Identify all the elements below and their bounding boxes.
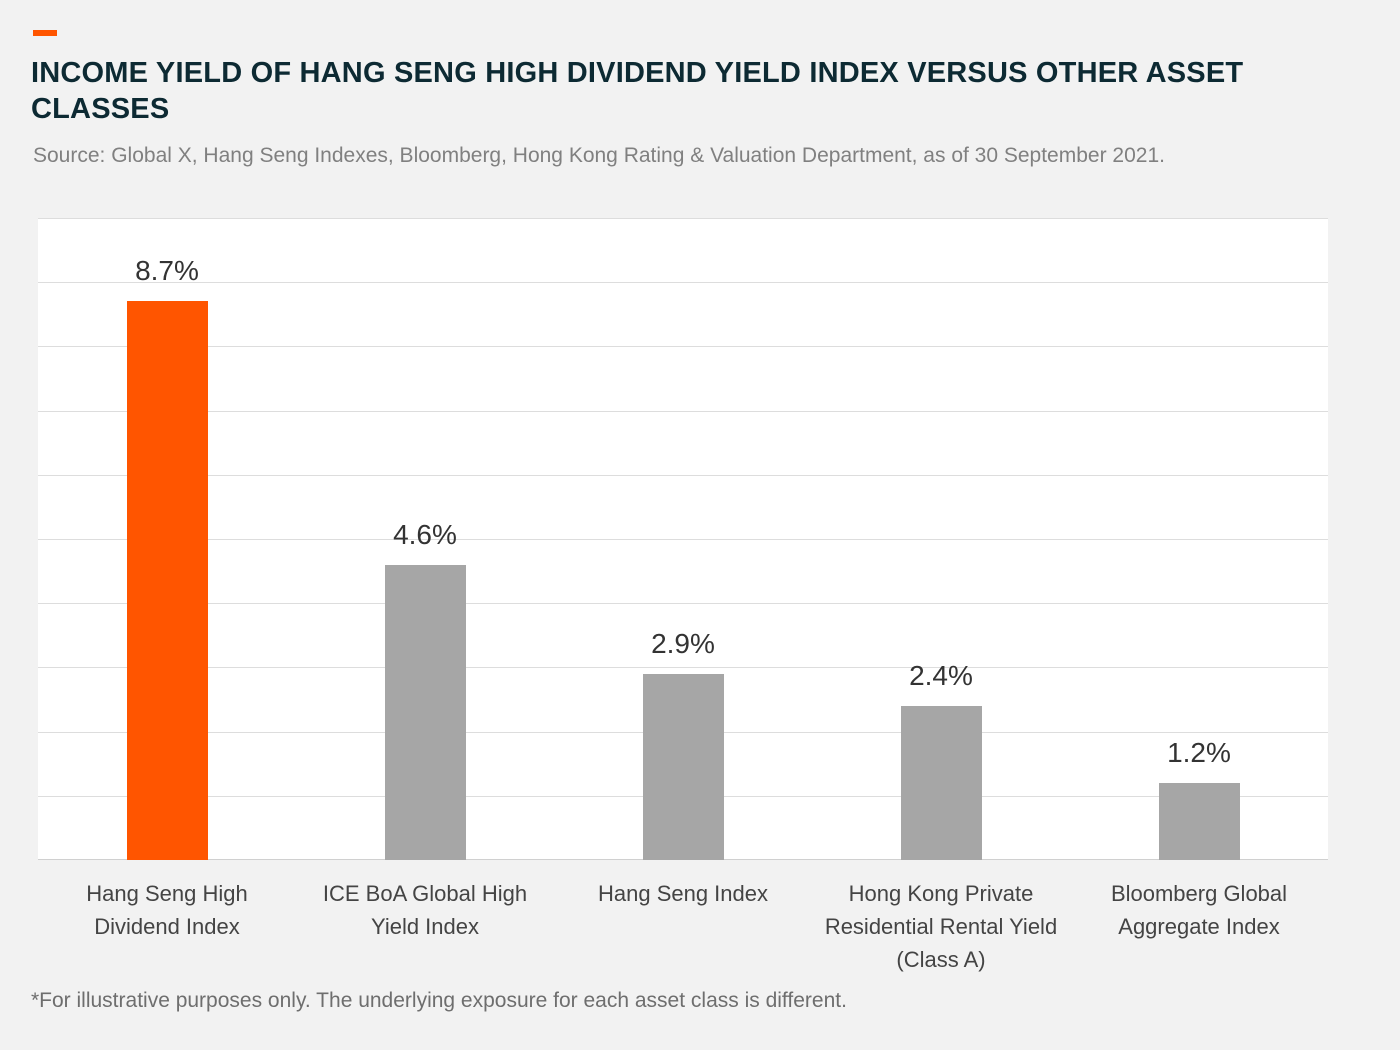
bar-value-label: 8.7%	[135, 255, 199, 287]
gridline	[38, 474, 1328, 476]
bar-value-label: 4.6%	[393, 518, 457, 550]
category-label: Bloomberg Global Aggregate Index	[1110, 881, 1288, 939]
accent-bar	[33, 30, 57, 36]
category-label: ICE BoA Global High Yield Index	[322, 881, 528, 939]
bar	[642, 673, 724, 860]
bar	[900, 705, 982, 860]
plot-area: 8.7% 4.6% 2.9% 2.4% 1.2%	[38, 218, 1328, 860]
bar-value-label: 2.4%	[909, 659, 973, 691]
gridline	[38, 218, 1328, 219]
bar-value-label: 1.2%	[1167, 736, 1231, 768]
bar-value-label: 2.9%	[651, 627, 715, 659]
bar	[384, 564, 466, 860]
gridline	[38, 346, 1328, 348]
category-label: Hong Kong Private Residential Rental Yie…	[824, 881, 1058, 972]
gridline	[38, 603, 1328, 605]
gridline	[38, 410, 1328, 412]
bar	[126, 301, 208, 860]
category-label: Hang Seng Index	[597, 881, 769, 906]
gridline	[38, 282, 1328, 284]
gridline	[38, 539, 1328, 540]
footnote: *For illustrative purposes only. The und…	[31, 989, 847, 1012]
category-label: Hang Seng High Dividend Index	[86, 881, 248, 939]
source-note: Source: Global X, Hang Seng Indexes, Blo…	[33, 144, 1165, 167]
chart-title: INCOME YIELD OF HANG SENG HIGH DIVIDEND …	[31, 57, 1244, 125]
gridline	[38, 667, 1328, 669]
bar	[1158, 782, 1240, 860]
